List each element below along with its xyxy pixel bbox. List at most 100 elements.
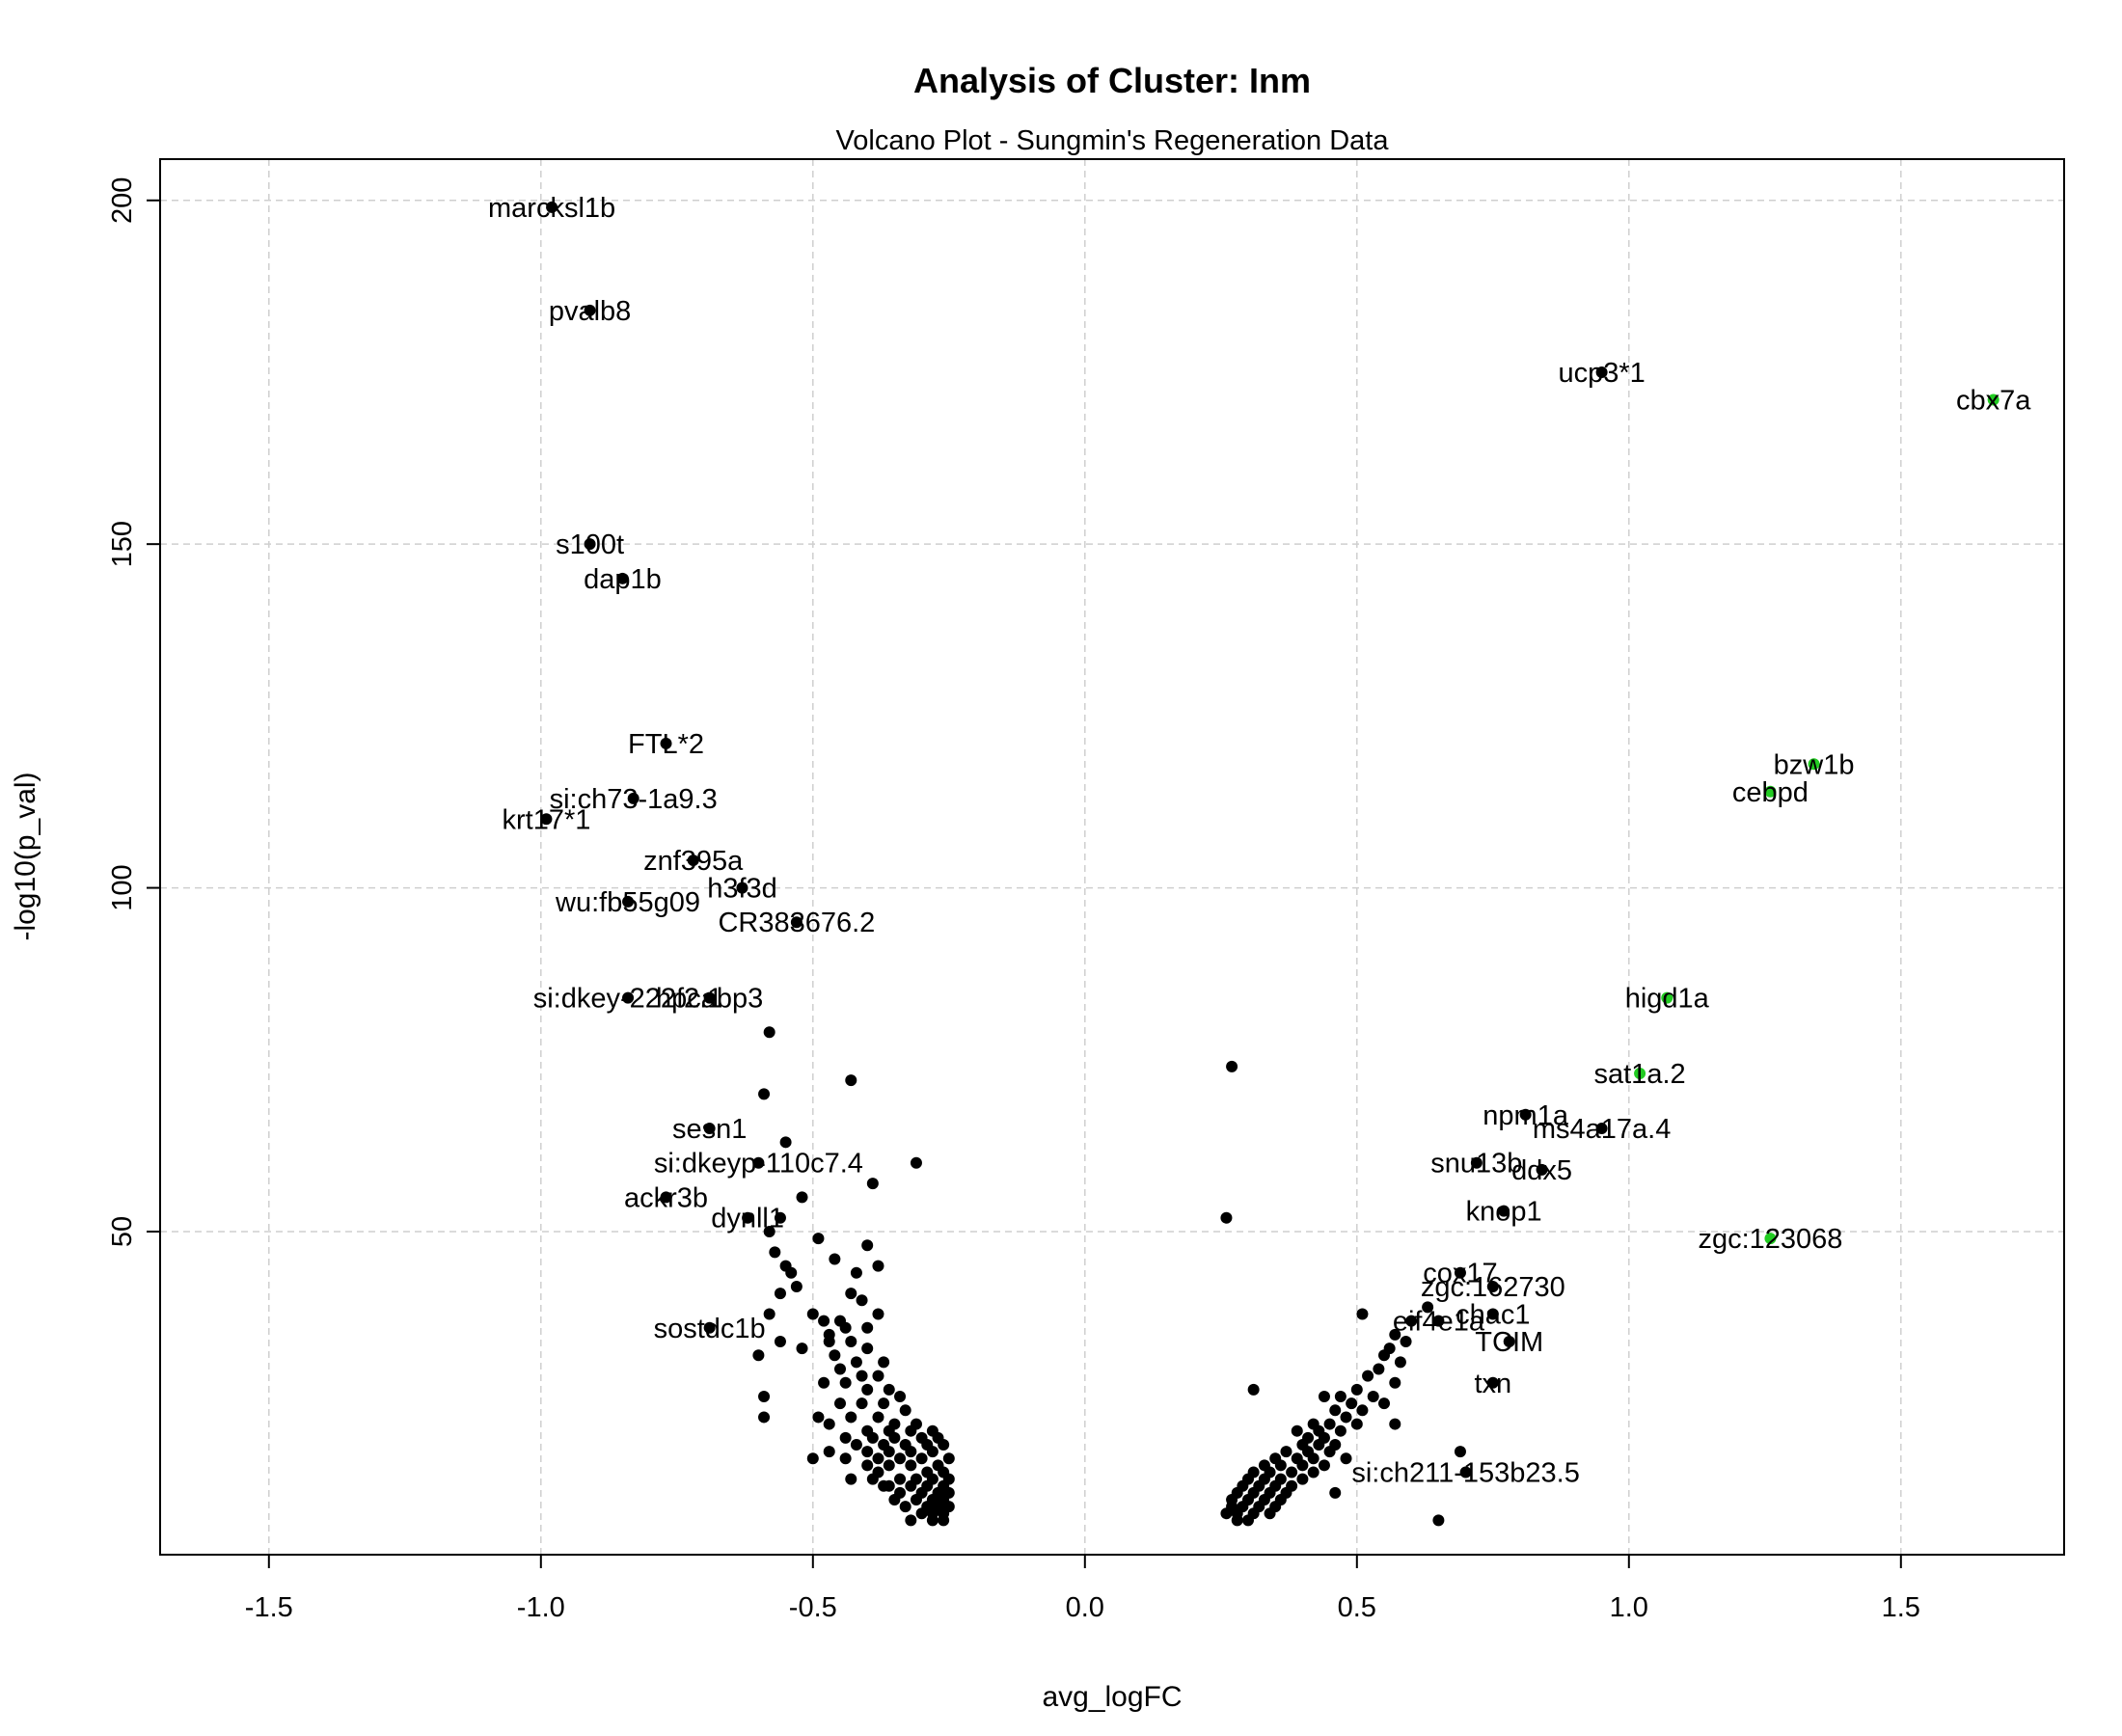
labeled-data-point [1432,1315,1445,1327]
point-label: krt17*1 [502,804,590,835]
data-point [861,1321,874,1334]
data-point [942,1452,955,1465]
data-point [1373,1363,1385,1375]
data-point [856,1370,868,1382]
data-point [779,1136,792,1149]
y-tick-label: 150 [107,521,138,567]
data-point [888,1431,901,1444]
data-point [1231,1514,1243,1527]
data-point [850,1438,862,1451]
data-point [758,1411,771,1424]
data-point [1307,1452,1319,1465]
data-point [910,1493,922,1505]
data-point [1400,1336,1412,1348]
data-point [758,1391,771,1403]
data-point [752,1349,765,1362]
data-point [1340,1452,1352,1465]
labeled-data-point [1595,1123,1608,1135]
data-point [866,1178,879,1190]
data-point [1307,1466,1319,1478]
data-point [1318,1391,1330,1403]
data-point [758,1088,771,1100]
point-label: h3f3d [707,874,777,905]
labeled-data-point [703,991,716,1004]
data-point [1356,1308,1369,1320]
data-point [839,1376,852,1389]
x-tick-label: 0.5 [1338,1592,1376,1623]
x-tick-label: 1.5 [1882,1592,1920,1623]
labeled-data-point [790,916,803,929]
labeled-data-point [1486,1308,1499,1320]
data-point [888,1493,901,1505]
grid-layer [160,159,2064,1555]
labeled-data-point [703,1321,716,1334]
labeled-data-point [1519,1108,1532,1121]
y-tick-label: 50 [107,1216,138,1247]
labeled-data-point [616,572,629,584]
data-point [823,1336,835,1348]
y-tick-label: 100 [107,864,138,910]
data-point [1286,1466,1298,1478]
data-point [905,1446,917,1458]
point-label: TCIM [1475,1327,1543,1358]
data-point [1422,1301,1434,1314]
point-label: knop1 [1466,1197,1542,1228]
data-point [856,1294,868,1307]
data-point [790,1281,803,1293]
data-point [806,1308,819,1320]
data-point [763,1308,775,1320]
point-label: bzw1b [1774,749,1855,780]
labeled-data-point [584,304,596,316]
point-label: ddx5 [1511,1155,1572,1186]
x-axis: -1.5 -1.0 -0.5 0.0 0.5 1.0 1.5 [245,1555,1920,1623]
data-point [894,1452,907,1465]
point-label: cbx7a [1956,385,2031,416]
data-point [839,1431,852,1444]
plot-frame [159,158,2065,1556]
point-label: snu13b [1430,1149,1522,1180]
labeled-data-point [660,1191,672,1204]
data-point [1346,1397,1358,1410]
point-label: zgc:162730 [1421,1272,1565,1303]
data-point [1389,1376,1401,1389]
point-label: eif4e1a [1393,1307,1485,1338]
data-point [938,1438,950,1451]
data-point [883,1383,895,1396]
point-label: npm1a [1483,1100,1569,1131]
data-point [812,1233,825,1245]
data-point [850,1266,862,1279]
data-point [1226,1060,1238,1072]
data-point [915,1452,928,1465]
data-point [785,1266,798,1279]
data-point [1454,1446,1466,1458]
point-label: ms4a17a.4 [1533,1114,1672,1145]
data-point [823,1446,835,1458]
labeled-data-point [1595,366,1608,378]
data-point [905,1459,917,1472]
data-point [872,1308,884,1320]
data-point [1220,1507,1233,1520]
point-labels-layer: marcksl1b pvalb8 s100t dap1b FTL*2 si:ch73-1a… [488,193,2031,1489]
data-point [1367,1391,1379,1403]
y-tick-label: 200 [107,177,138,224]
data-point [883,1459,895,1472]
data-point [878,1397,890,1410]
labeled-data-point [736,882,748,894]
data-point [861,1343,874,1355]
data-point [926,1514,939,1527]
data-point [1329,1486,1342,1499]
point-label: sesn1 [672,1114,747,1145]
data-point [1242,1514,1254,1527]
point-label: znf395a [643,846,744,877]
point-label: ackr3b [624,1182,708,1213]
point-label: pvalb8 [549,296,631,327]
labeled-data-point [1486,1376,1499,1389]
x-tick-label: -1.5 [245,1592,293,1623]
data-point [1296,1473,1309,1485]
data-point [861,1446,874,1458]
data-point [845,1288,857,1300]
labeled-data-point [546,201,558,213]
data-point [905,1479,917,1492]
data-point [834,1363,846,1375]
point-label: sat1a.2 [1594,1059,1686,1090]
